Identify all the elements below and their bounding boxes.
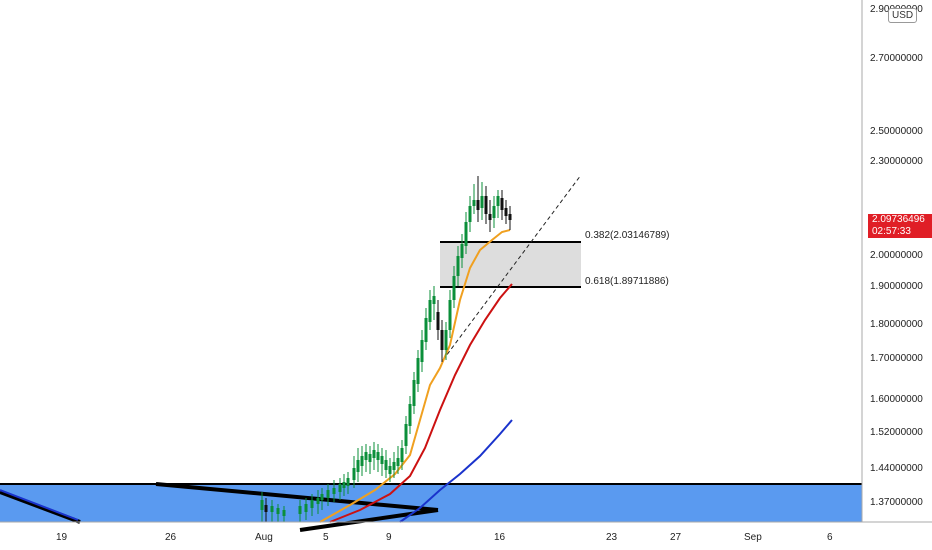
candle-body <box>388 466 392 474</box>
x-tick: 23 <box>606 532 618 543</box>
y-tick: 2.70000000 <box>870 53 923 64</box>
candle-body <box>380 456 384 464</box>
x-tick: 5 <box>323 532 329 543</box>
candle-body <box>468 206 472 222</box>
last-price-tag: 2.09736496 <box>868 214 932 226</box>
trend-line-b <box>299 508 439 532</box>
candle-body <box>444 330 448 350</box>
candle-body <box>342 482 346 488</box>
candle-body <box>360 456 364 466</box>
candle-body <box>496 196 500 206</box>
x-tick: 6 <box>827 532 833 543</box>
fib-label-0382: 0.382(2.03146789) <box>585 230 670 241</box>
trend-line-a <box>155 482 439 512</box>
candle-body <box>304 504 308 512</box>
candle-body <box>332 488 336 494</box>
x-tick: 16 <box>494 532 506 543</box>
candle-body <box>464 222 468 246</box>
y-tick: 1.90000000 <box>870 281 923 292</box>
x-tick: 26 <box>165 532 177 543</box>
candle-body <box>260 500 264 510</box>
y-tick: 2.30000000 <box>870 156 923 167</box>
candle-body <box>432 296 436 304</box>
y-tick: 2.00000000 <box>870 250 923 261</box>
trend-line-c-blue <box>0 489 79 521</box>
candle-body <box>452 276 456 300</box>
candle-body <box>408 404 412 426</box>
candle-body <box>472 200 476 206</box>
candle-body <box>326 490 330 498</box>
ma-orange <box>319 229 511 523</box>
candle-body <box>416 358 420 384</box>
candle-body <box>504 208 508 216</box>
y-tick: 1.44000000 <box>870 463 923 474</box>
x-tick: Aug <box>255 532 273 543</box>
candle-body <box>276 508 280 514</box>
candle-body <box>384 460 388 470</box>
candle-body <box>368 454 372 462</box>
candle-body <box>460 244 464 258</box>
candle-body <box>310 500 314 508</box>
candle-body <box>456 256 460 276</box>
candle-body <box>356 460 360 472</box>
candle-body <box>270 506 274 512</box>
candle-body <box>372 450 376 458</box>
candle-body <box>352 468 356 480</box>
candle-body <box>492 206 496 218</box>
candle-body <box>392 462 396 470</box>
candle-body <box>488 214 492 220</box>
candle-body <box>298 506 302 514</box>
candle-body <box>346 478 350 486</box>
candle-body <box>440 330 444 350</box>
candle-body <box>282 510 286 516</box>
candle-body <box>480 196 484 208</box>
x-tick: 9 <box>386 532 392 543</box>
candle-body <box>396 458 400 466</box>
candle-body <box>264 505 268 512</box>
countdown-tag: 02:57:33 <box>868 226 932 238</box>
y-tick: 1.52000000 <box>870 427 923 438</box>
fib-label-0618: 0.618(1.89711886) <box>585 276 669 287</box>
candles-group <box>260 176 512 522</box>
candle-body <box>484 196 488 214</box>
candle-body <box>364 452 368 460</box>
price-axis[interactable]: 2.90000000 2.70000000 2.50000000 2.30000… <box>870 4 923 508</box>
y-tick: 1.80000000 <box>870 319 923 330</box>
time-axis[interactable]: 19 26 Aug 5 9 16 23 27 Sep 6 <box>56 532 833 543</box>
candle-body <box>420 340 424 362</box>
ma-blue <box>399 419 513 523</box>
y-tick: 1.37000000 <box>870 497 923 508</box>
candle-body <box>424 318 428 342</box>
candle-body <box>508 214 512 220</box>
currency-badge[interactable]: USD <box>888 8 918 23</box>
candle-body <box>376 452 380 460</box>
y-tick: 1.60000000 <box>870 394 923 405</box>
support-zone <box>0 484 862 522</box>
y-tick: 2.50000000 <box>870 126 923 137</box>
candle-body <box>316 498 320 504</box>
trend-line-c <box>0 490 81 524</box>
dashed-trend-line <box>442 174 582 361</box>
x-tick: 27 <box>670 532 682 543</box>
x-tick: Sep <box>744 532 762 543</box>
candle-body <box>404 424 408 446</box>
candle-body <box>500 198 504 210</box>
candle-body <box>476 200 480 210</box>
candle-body <box>428 300 432 322</box>
candle-body <box>338 484 342 492</box>
candle-body <box>400 448 404 462</box>
candle-body <box>412 380 416 406</box>
candle-body <box>448 300 452 330</box>
candle-body <box>320 494 324 500</box>
candle-body <box>436 312 440 330</box>
ma-red <box>329 283 513 523</box>
x-tick: 19 <box>56 532 68 543</box>
y-tick: 1.70000000 <box>870 353 923 364</box>
